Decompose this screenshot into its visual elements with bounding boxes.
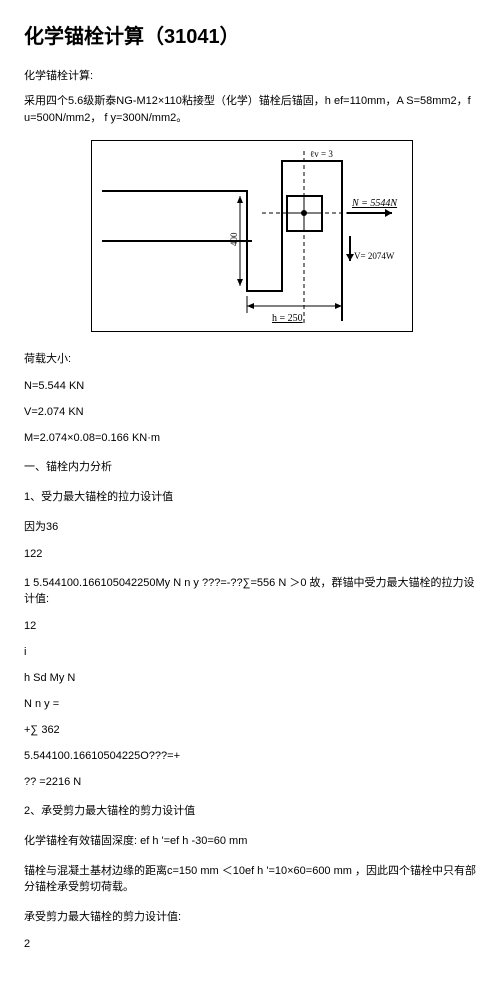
body-line: N=5.544 KN	[24, 380, 480, 392]
label-lv: ℓv = 3	[310, 149, 333, 159]
body-line: 12	[24, 620, 480, 632]
body-line: 锚栓与混凝土基材边缘的距离c=150 mm ＜10ef h '=10×60=60…	[24, 862, 480, 894]
body-line: 化学锚栓有效锚固深度: ef h '=ef h -30=60 mm	[24, 832, 480, 848]
page-title: 化学锚栓计算（31041）	[24, 20, 480, 49]
body-line: ?? =2216 N	[24, 776, 480, 788]
intro-paragraph: 采用四个5.6级斯泰NG-M12×110粘接型（化学）锚栓后锚固，h ef=11…	[24, 93, 480, 126]
label-h: h = 250	[272, 313, 303, 324]
body-line: 122	[24, 548, 480, 560]
body-line: N n y =	[24, 698, 480, 710]
body-line: 一、锚栓内力分析	[24, 458, 480, 474]
label-400: 400	[229, 232, 239, 246]
subtitle: 化学锚栓计算:	[24, 67, 480, 83]
body-line: 因为36	[24, 518, 480, 534]
body-line: 1 5.544100.166105042250My N n y ???=-??∑…	[24, 574, 480, 606]
label-n: N = 5544N	[351, 198, 398, 209]
body-line: 1、受力最大锚栓的拉力设计值	[24, 488, 480, 504]
body-line: 承受剪力最大锚栓的剪力设计值:	[24, 908, 480, 924]
body-line: h Sd My N	[24, 672, 480, 684]
diagram-container: ℓv = 3 N = 5544N V= 2074W 400 h = 250	[24, 140, 480, 332]
label-v: V= 2074W	[354, 251, 395, 261]
body-line: 2、承受剪力最大锚栓的剪力设计值	[24, 802, 480, 818]
body-line: 5.544100.16610504225O???=+	[24, 750, 480, 762]
body-line: +∑ 362	[24, 724, 480, 736]
body-line: 荷载大小:	[24, 350, 480, 366]
body-line: M=2.074×0.08=0.166 KN·m	[24, 432, 480, 444]
body-line: 2	[24, 938, 480, 950]
body-line: V=2.074 KN	[24, 406, 480, 418]
body-line: i	[24, 646, 480, 658]
anchor-diagram: ℓv = 3 N = 5544N V= 2074W 400 h = 250	[91, 140, 413, 332]
